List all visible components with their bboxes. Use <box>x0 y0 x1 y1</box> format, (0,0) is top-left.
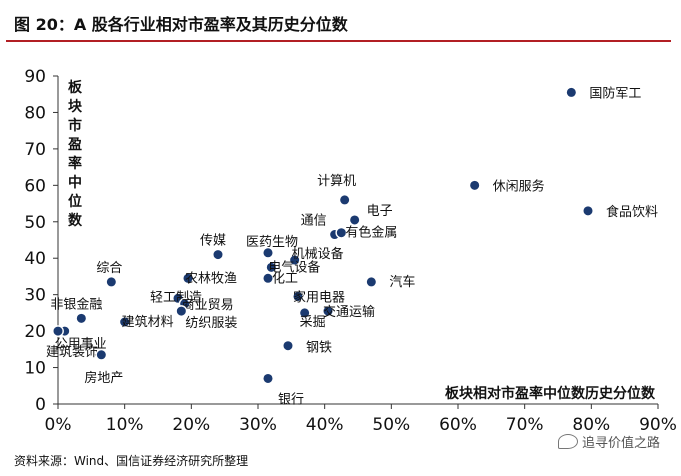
data-point-label: 建筑装饰 <box>46 344 98 360</box>
data-point-label: 食品饮料 <box>606 204 658 220</box>
data-point-label: 房地产 <box>84 370 123 386</box>
data-point-label: 计算机 <box>317 174 356 189</box>
y-tick-label: 20 <box>24 322 46 342</box>
y-tick-label: 50 <box>24 213 46 233</box>
x-tick-label: 90% <box>639 415 677 434</box>
data-point-label: 家用电器 <box>293 289 345 305</box>
data-point <box>322 305 334 317</box>
scatter-chart: 0 10 20 30 40 50 60 70 80 90 0% 10% 20% 30% 40% 50% 60% 7… <box>24 67 677 434</box>
data-point <box>298 306 311 319</box>
data-point-label: 采掘 <box>300 315 326 330</box>
data-point-label: 公用事业 <box>55 337 107 352</box>
data-point <box>282 339 294 352</box>
data-point-label: 国防军工 <box>589 85 641 101</box>
data-point <box>365 276 378 288</box>
y-axis-label: 板块市盈率中位数 <box>67 79 83 229</box>
data-point <box>265 261 278 274</box>
data-point <box>75 312 88 325</box>
x-tick-label: 80% <box>572 415 610 434</box>
x-axis-label: 板块相对市盈率中位数历史分位数 <box>445 385 656 402</box>
y-tick-label: 70 <box>24 140 46 160</box>
data-point <box>105 276 118 288</box>
data-point <box>262 246 274 259</box>
y-tick-label: 10 <box>24 359 46 379</box>
watermark-text: 追寻价值之路 <box>582 436 661 451</box>
data-point <box>582 204 594 217</box>
y-tick-label: 30 <box>24 286 46 306</box>
data-point-label: 休闲服务 <box>493 178 545 194</box>
data-point <box>335 226 348 239</box>
data-point <box>182 272 194 285</box>
data-point <box>348 214 361 226</box>
data-point <box>338 194 351 206</box>
data-point-label: 机械设备 <box>292 246 344 262</box>
y-tick-label: 90 <box>24 67 46 87</box>
data-point <box>175 305 188 317</box>
data-point <box>468 179 481 192</box>
data-point <box>52 325 64 338</box>
watermark: 追寻价值之路 <box>558 432 660 451</box>
data-point-label: 电气设备 <box>268 259 320 275</box>
x-tick-label: 50% <box>372 415 410 434</box>
data-point-label: 汽车 <box>389 274 415 290</box>
figure-title: 图 20：A 股各行业相对市盈率及其历史分位数 <box>14 15 348 34</box>
y-tick-label: 0 <box>35 395 46 415</box>
source-note: 资料来源：Wind、国信证券经济研究所整理 <box>14 454 249 468</box>
data-point <box>212 248 224 261</box>
data-point-label: 银行 <box>278 392 304 407</box>
data-point-label: 非银金融 <box>50 296 102 312</box>
data-point-label: 有色金属 <box>345 225 397 241</box>
data-point <box>262 272 274 285</box>
figure-header: 图 20：A 股各行业相对市盈率及其历史分位数 <box>0 0 681 44</box>
x-tick-label: 60% <box>439 415 477 434</box>
x-tick-label: 70% <box>506 415 544 434</box>
data-point-label: 通信 <box>301 214 327 229</box>
data-point-label: 交通运输 <box>323 304 375 320</box>
title-rule <box>6 40 671 42</box>
data-point-label: 传媒 <box>200 234 226 249</box>
data-point <box>288 254 301 266</box>
y-tick-label: 40 <box>24 249 46 269</box>
data-point <box>292 290 304 303</box>
data-point-label: 钢铁 <box>306 341 332 356</box>
data-point-label: 建筑材料 <box>122 314 174 330</box>
x-tick-label: 20% <box>172 415 210 434</box>
x-tick-label: 10% <box>106 415 144 434</box>
data-point-label: 医药生物 <box>246 235 298 250</box>
x-tick-label: 30% <box>239 415 277 434</box>
data-point <box>118 316 131 328</box>
y-tick-label: 60 <box>24 176 46 196</box>
data-point-label: 纺织服装 <box>185 316 237 331</box>
data-point-label: 综合 <box>96 261 122 276</box>
data-point <box>262 372 274 385</box>
data-point-label: 化工 <box>272 271 298 286</box>
wechat-icon <box>558 434 578 449</box>
y-tick-label: 80 <box>24 103 46 123</box>
data-point <box>95 348 108 361</box>
x-tick-label: 40% <box>306 415 344 434</box>
data-point <box>565 86 578 99</box>
data-point-label: 农林牧渔 <box>185 271 237 286</box>
x-tick-label: 0% <box>45 415 72 434</box>
data-point-label: 商业贸易 <box>182 298 234 313</box>
data-point-label: 电子 <box>367 204 393 219</box>
